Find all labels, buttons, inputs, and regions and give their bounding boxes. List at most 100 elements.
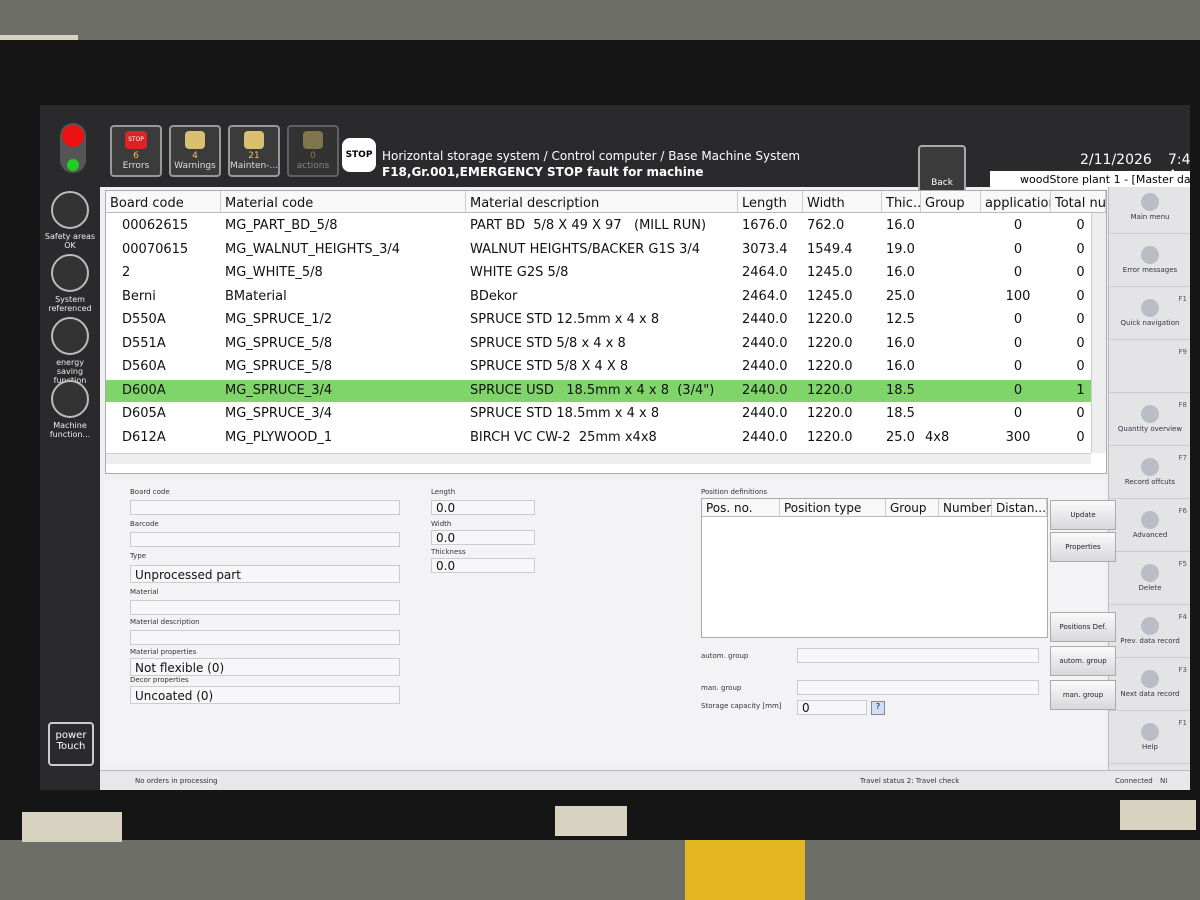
table-cell: 762.0	[807, 218, 845, 233]
field-label: Width	[431, 520, 452, 528]
date: 2/11/2026	[1080, 152, 1152, 168]
table-cell: BDekor	[470, 288, 518, 304]
input-field[interactable]	[797, 680, 1039, 695]
column-header[interactable]: Length	[738, 191, 803, 213]
column-header[interactable]: Board code	[106, 191, 221, 213]
input-field[interactable]	[130, 630, 400, 645]
table-row[interactable]: D560A MG_SPRUCE_5/8 SPRUCE STD 5/8 X 4 X 8…	[106, 356, 1091, 378]
table-cell: 1220.0	[807, 429, 853, 445]
function-key: F3	[1178, 666, 1187, 674]
v-scrollbar	[1091, 213, 1106, 453]
left-nav-item[interactable]: System referenced	[44, 254, 96, 313]
table-row[interactable]: D612A MG_PLYWOOD_1 BIRCH VC CW-2 25mm x4x8…	[106, 427, 1091, 449]
table-cell: 2440.0	[742, 312, 788, 327]
table-cell: 2440.0	[742, 335, 788, 351]
status-connected: Connected	[1115, 777, 1153, 785]
table-cell: MG_SPRUCE_3/4	[225, 406, 333, 421]
nav-label: Quick navigation	[1120, 319, 1180, 327]
status-button[interactable]: 21 Mainten-...	[228, 125, 280, 177]
column-header[interactable]: Material code	[221, 191, 466, 213]
status-button[interactable]: STOP 6 Errors	[110, 125, 162, 177]
input-field[interactable]	[797, 648, 1039, 663]
right-nav-item[interactable]: F1 Quick navigation	[1109, 293, 1190, 340]
dropdown[interactable]: Not flexible (0)	[130, 658, 400, 676]
table-row[interactable]: D600A MG_SPRUCE_3/4 SPRUCE USD 18.5mm x 4 …	[106, 379, 1091, 402]
status-button[interactable]: 4 Warnings	[169, 125, 221, 177]
table-cell: 25.0	[886, 429, 915, 445]
action-button[interactable]: autom. group	[1050, 646, 1116, 676]
right-nav-item[interactable]: F7 Record offcuts	[1109, 452, 1190, 499]
column-header[interactable]: Width	[803, 191, 882, 213]
status-count: 0	[310, 151, 316, 161]
table-cell: BIRCH VC CW-2 25mm x4x8	[470, 429, 657, 445]
right-nav-item[interactable]: F4 Prev. data record	[1109, 611, 1190, 658]
dropdown[interactable]: Uncoated (0)	[130, 686, 400, 704]
left-nav-item[interactable]: Safety areas OK	[44, 191, 96, 250]
table-cell: 0	[1076, 335, 1085, 351]
input-field[interactable]: 0.0	[431, 558, 535, 573]
input-field[interactable]	[130, 600, 400, 615]
field-label: Decor properties	[130, 676, 189, 684]
input-field[interactable]: 0	[797, 700, 867, 715]
help-button[interactable]: ?	[871, 701, 885, 715]
table-row[interactable]: 2 MG_WHITE_5/8 WHITE G2S 5/8 2464.0 1245.0 16…	[106, 262, 1091, 284]
input-field[interactable]	[130, 500, 400, 515]
nav-label: Machine function...	[49, 421, 91, 439]
right-nav-item[interactable]: Main menu	[1109, 187, 1190, 234]
action-button[interactable]: Positions Def.	[1050, 612, 1116, 642]
table-cell: Berni	[122, 288, 156, 304]
left-nav-item[interactable]: energy saving function	[44, 317, 96, 385]
table-cell: 00070615	[122, 241, 189, 257]
action-button[interactable]: Update	[1050, 500, 1116, 530]
right-nav-item[interactable]: F9	[1109, 346, 1190, 393]
nav-icon	[1141, 617, 1159, 635]
column-header[interactable]: application	[981, 191, 1051, 213]
right-nav-item[interactable]: F3 Next data record	[1109, 664, 1190, 711]
status-label: Mainten-...	[230, 161, 279, 171]
column-header[interactable]: Distan...	[992, 499, 1047, 517]
nav-label: Main menu	[1130, 213, 1170, 221]
status-label: Warnings	[174, 161, 216, 171]
table-row[interactable]: 00062615 MG_PART_BD_5/8 PART BD 5/8 X 49 X…	[106, 215, 1091, 237]
stop-badge: STOP	[125, 131, 147, 149]
dropdown[interactable]: Unprocessed part	[130, 565, 400, 583]
column-header[interactable]: Pos. no.	[702, 499, 780, 517]
status-button[interactable]: 0 actions	[287, 125, 339, 177]
table-row[interactable]: D550A MG_SPRUCE_1/2 SPRUCE STD 12.5mm x 4 …	[106, 309, 1091, 331]
column-header[interactable]: Number	[939, 499, 992, 517]
column-header[interactable]: Thic...	[882, 191, 921, 213]
input-field[interactable]: 0.0	[431, 530, 535, 545]
action-button[interactable]: Properties	[1050, 532, 1116, 562]
back-button[interactable]: Back	[918, 145, 966, 193]
tape	[22, 812, 122, 842]
table-cell: 0	[1013, 335, 1023, 351]
top-bar: STOP Horizontal storage system / Control…	[40, 105, 1190, 193]
right-nav-item[interactable]: F6 Advanced	[1109, 505, 1190, 552]
right-nav-item[interactable]: F1 Help	[1109, 717, 1190, 764]
table-row[interactable]: Berni BMaterial BDekor 2464.0 1245.0 25.0 100 0	[106, 286, 1091, 308]
function-key: F5	[1178, 560, 1187, 568]
table-row[interactable]: 00070615 MG_WALNUT_HEIGHTS_3/4 WALNUT HEIG…	[106, 239, 1091, 261]
field-label: Storage capacity [mm]	[701, 702, 782, 710]
table-row[interactable]: D605A MG_SPRUCE_3/4 SPRUCE STD 18.5mm x 4 …	[106, 403, 1091, 425]
table-cell: 2	[122, 265, 131, 280]
table-cell: 0	[1076, 359, 1085, 374]
column-header[interactable]: Material description	[466, 191, 738, 213]
column-header[interactable]: Group	[886, 499, 939, 517]
column-header[interactable]: Position type	[780, 499, 886, 517]
table-cell: 2464.0	[742, 265, 788, 280]
fault-message: F18,Gr.001,EMERGENCY STOP fault for mach…	[382, 165, 704, 179]
power-touch[interactable]: power Touch	[48, 722, 94, 766]
nav-icon	[51, 191, 89, 229]
input-field[interactable]: 0.0	[431, 500, 535, 515]
table-row[interactable]: D551A MG_SPRUCE_5/8 SPRUCE STD 5/8 x 4 x 8…	[106, 333, 1091, 355]
column-header[interactable]: Total numb	[1051, 191, 1106, 213]
left-nav-item[interactable]: Machine function...	[44, 380, 96, 439]
right-nav-item[interactable]: F5 Delete	[1109, 558, 1190, 605]
right-nav-item[interactable]: Error messages	[1109, 240, 1190, 287]
input-field[interactable]	[130, 532, 400, 547]
right-nav-item[interactable]: F8 Quantity overview	[1109, 399, 1190, 446]
status-label: actions	[296, 161, 330, 171]
action-button[interactable]: man. group	[1050, 680, 1116, 710]
column-header[interactable]: Group	[921, 191, 981, 213]
